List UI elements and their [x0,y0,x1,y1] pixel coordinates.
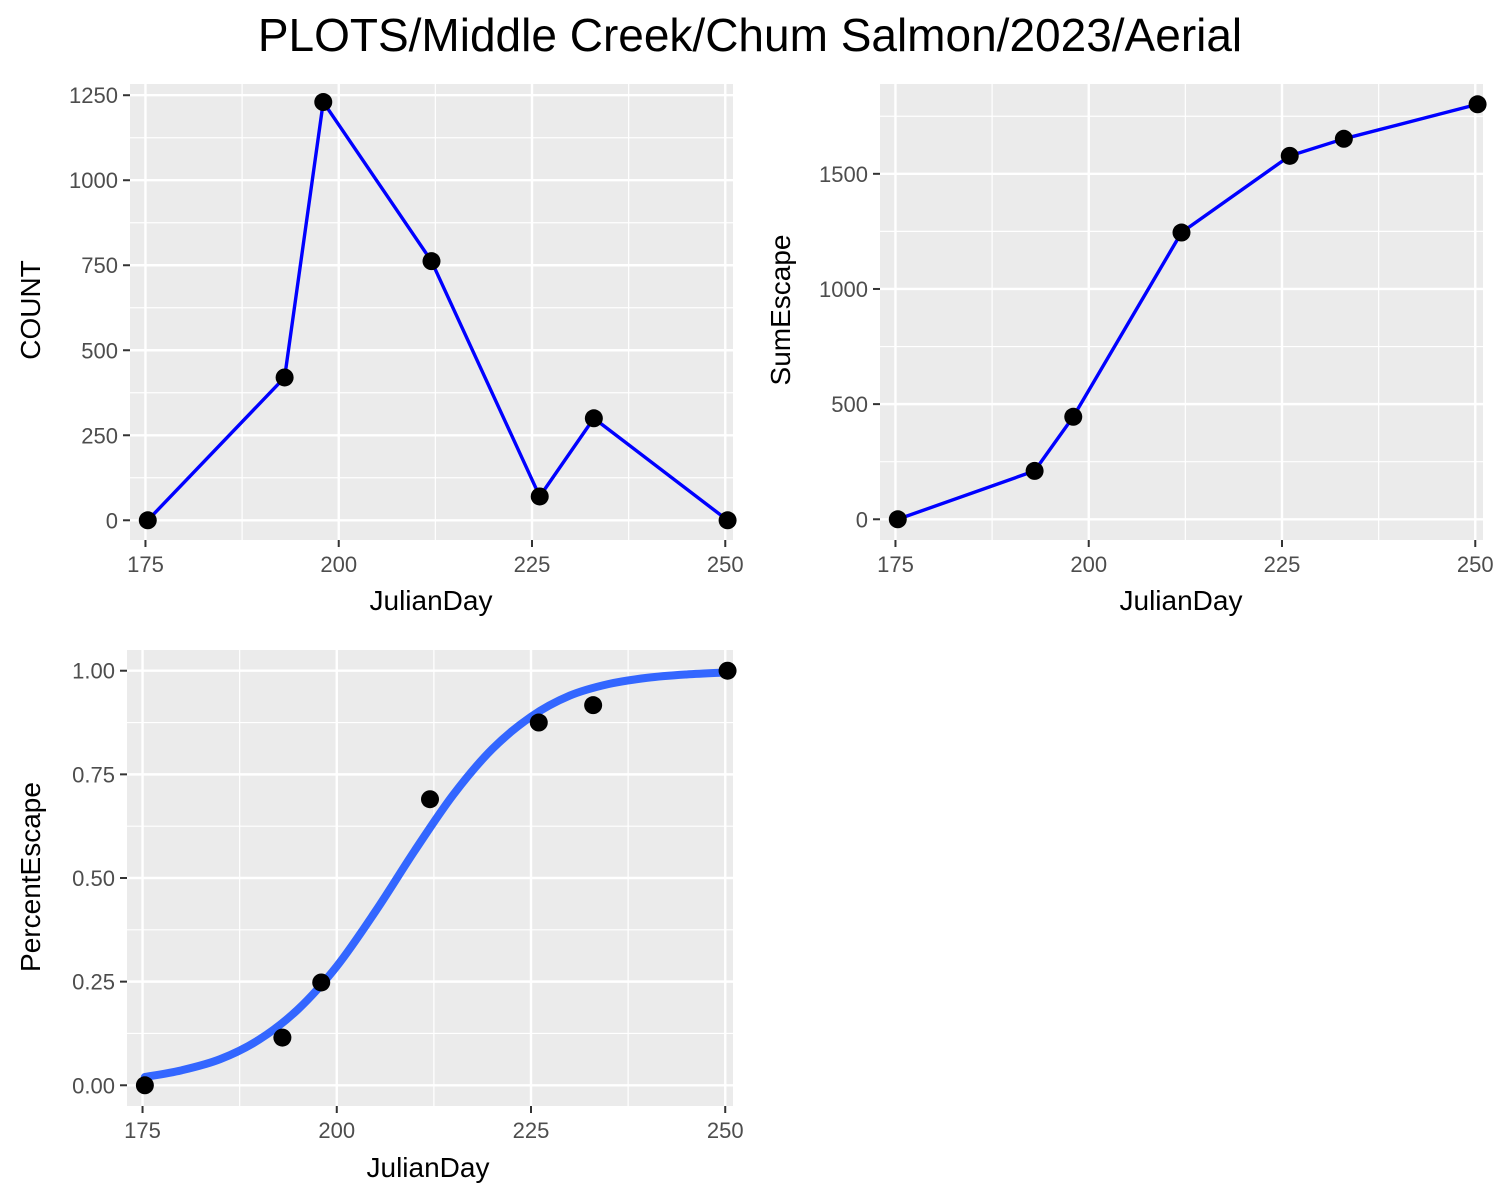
percentescape-data-point [312,973,331,992]
sumescape-data-point [888,510,907,529]
sumescape-panel-background [880,84,1483,540]
sumescape-data-point [1064,407,1083,426]
percentescape-data-point [273,1028,292,1047]
count-data-point [138,511,157,530]
count-plot-area: 175 200 225 250 0 250 500 750 1000 1250 [69,83,744,577]
count-data-point [314,93,333,112]
percentescape-data-point [529,713,548,732]
count-data-point [718,511,737,530]
count-y-tick-label: 250 [81,423,118,448]
sumescape-data-point [1468,95,1487,114]
percentescape-x-tick-label: 200 [318,1118,355,1143]
sumescape-y-tick-label: 0 [856,507,868,532]
count-y-axis-title: COUNT [15,260,46,360]
percentescape-panel: 175 200 225 250 0.00 0.25 0.50 0.75 1.00 JulianD… [15,650,744,1183]
count-y-tick-label: 1250 [69,83,118,108]
sumescape-plot-area: 175 200 225 250 0 500 1000 1500 [819,84,1494,577]
sumescape-y-tick-label: 1000 [819,277,868,302]
sumescape-data-point [1280,146,1299,165]
count-x-axis-title: JulianDay [370,585,493,616]
percentescape-x-tick-label: 250 [707,1118,744,1143]
count-y-tick-label: 750 [81,253,118,278]
percentescape-data-point [718,661,737,680]
percentescape-y-tick-label: 0.00 [72,1073,115,1098]
count-data-point [275,368,294,387]
percentescape-x-axis-title: JulianDay [367,1152,490,1183]
count-x-tick-label: 175 [127,552,164,577]
percentescape-y-tick-label: 0.50 [72,866,115,891]
sumescape-y-tick-label: 500 [831,392,868,417]
percentescape-y-tick-label: 0.25 [72,970,115,995]
count-y-tick-label: 500 [81,338,118,363]
sumescape-panel: 175 200 225 250 0 500 1000 1500 JulianDay SumEs… [765,84,1494,616]
percentescape-y-tick-label: 1.00 [72,659,115,684]
sumescape-y-tick-label: 1500 [819,162,868,187]
count-data-point [530,487,549,506]
sumescape-data-point [1334,129,1353,148]
sumescape-x-axis-title: JulianDay [1120,585,1243,616]
count-data-point [584,409,603,428]
sumescape-y-axis-title: SumEscape [765,235,796,386]
percentescape-y-axis-title: PercentEscape [15,782,46,972]
page-title: PLOTS/Middle Creek/Chum Salmon/2023/Aeri… [257,9,1243,61]
count-y-tick-label: 0 [106,508,118,533]
percentescape-data-point [584,696,603,715]
count-data-point [422,252,441,271]
count-panel: 175 200 225 250 0 250 500 750 1000 1250 JulianDay… [15,83,744,616]
count-panel-background [130,84,733,540]
sumescape-data-point [1172,223,1191,242]
percentescape-data-point [135,1076,154,1095]
count-y-tick-label: 1000 [69,168,118,193]
percentescape-fit-curve [140,668,732,1081]
percentescape-plot-area: 175 200 225 250 0.00 0.25 0.50 0.75 1.00 [72,650,744,1143]
sumescape-x-tick-label: 225 [1264,552,1301,577]
count-x-tick-label: 225 [514,552,551,577]
percentescape-x-tick-label: 225 [513,1118,550,1143]
count-x-tick-label: 250 [707,552,744,577]
percentescape-y-tick-label: 0.75 [72,762,115,787]
sumescape-x-tick-label: 250 [1457,552,1494,577]
sumescape-data-point [1025,461,1044,480]
sumescape-x-tick-label: 175 [877,552,914,577]
sumescape-x-tick-label: 200 [1070,552,1107,577]
percentescape-data-point [421,790,439,809]
percentescape-x-tick-label: 175 [124,1118,161,1143]
count-x-tick-label: 200 [320,552,357,577]
